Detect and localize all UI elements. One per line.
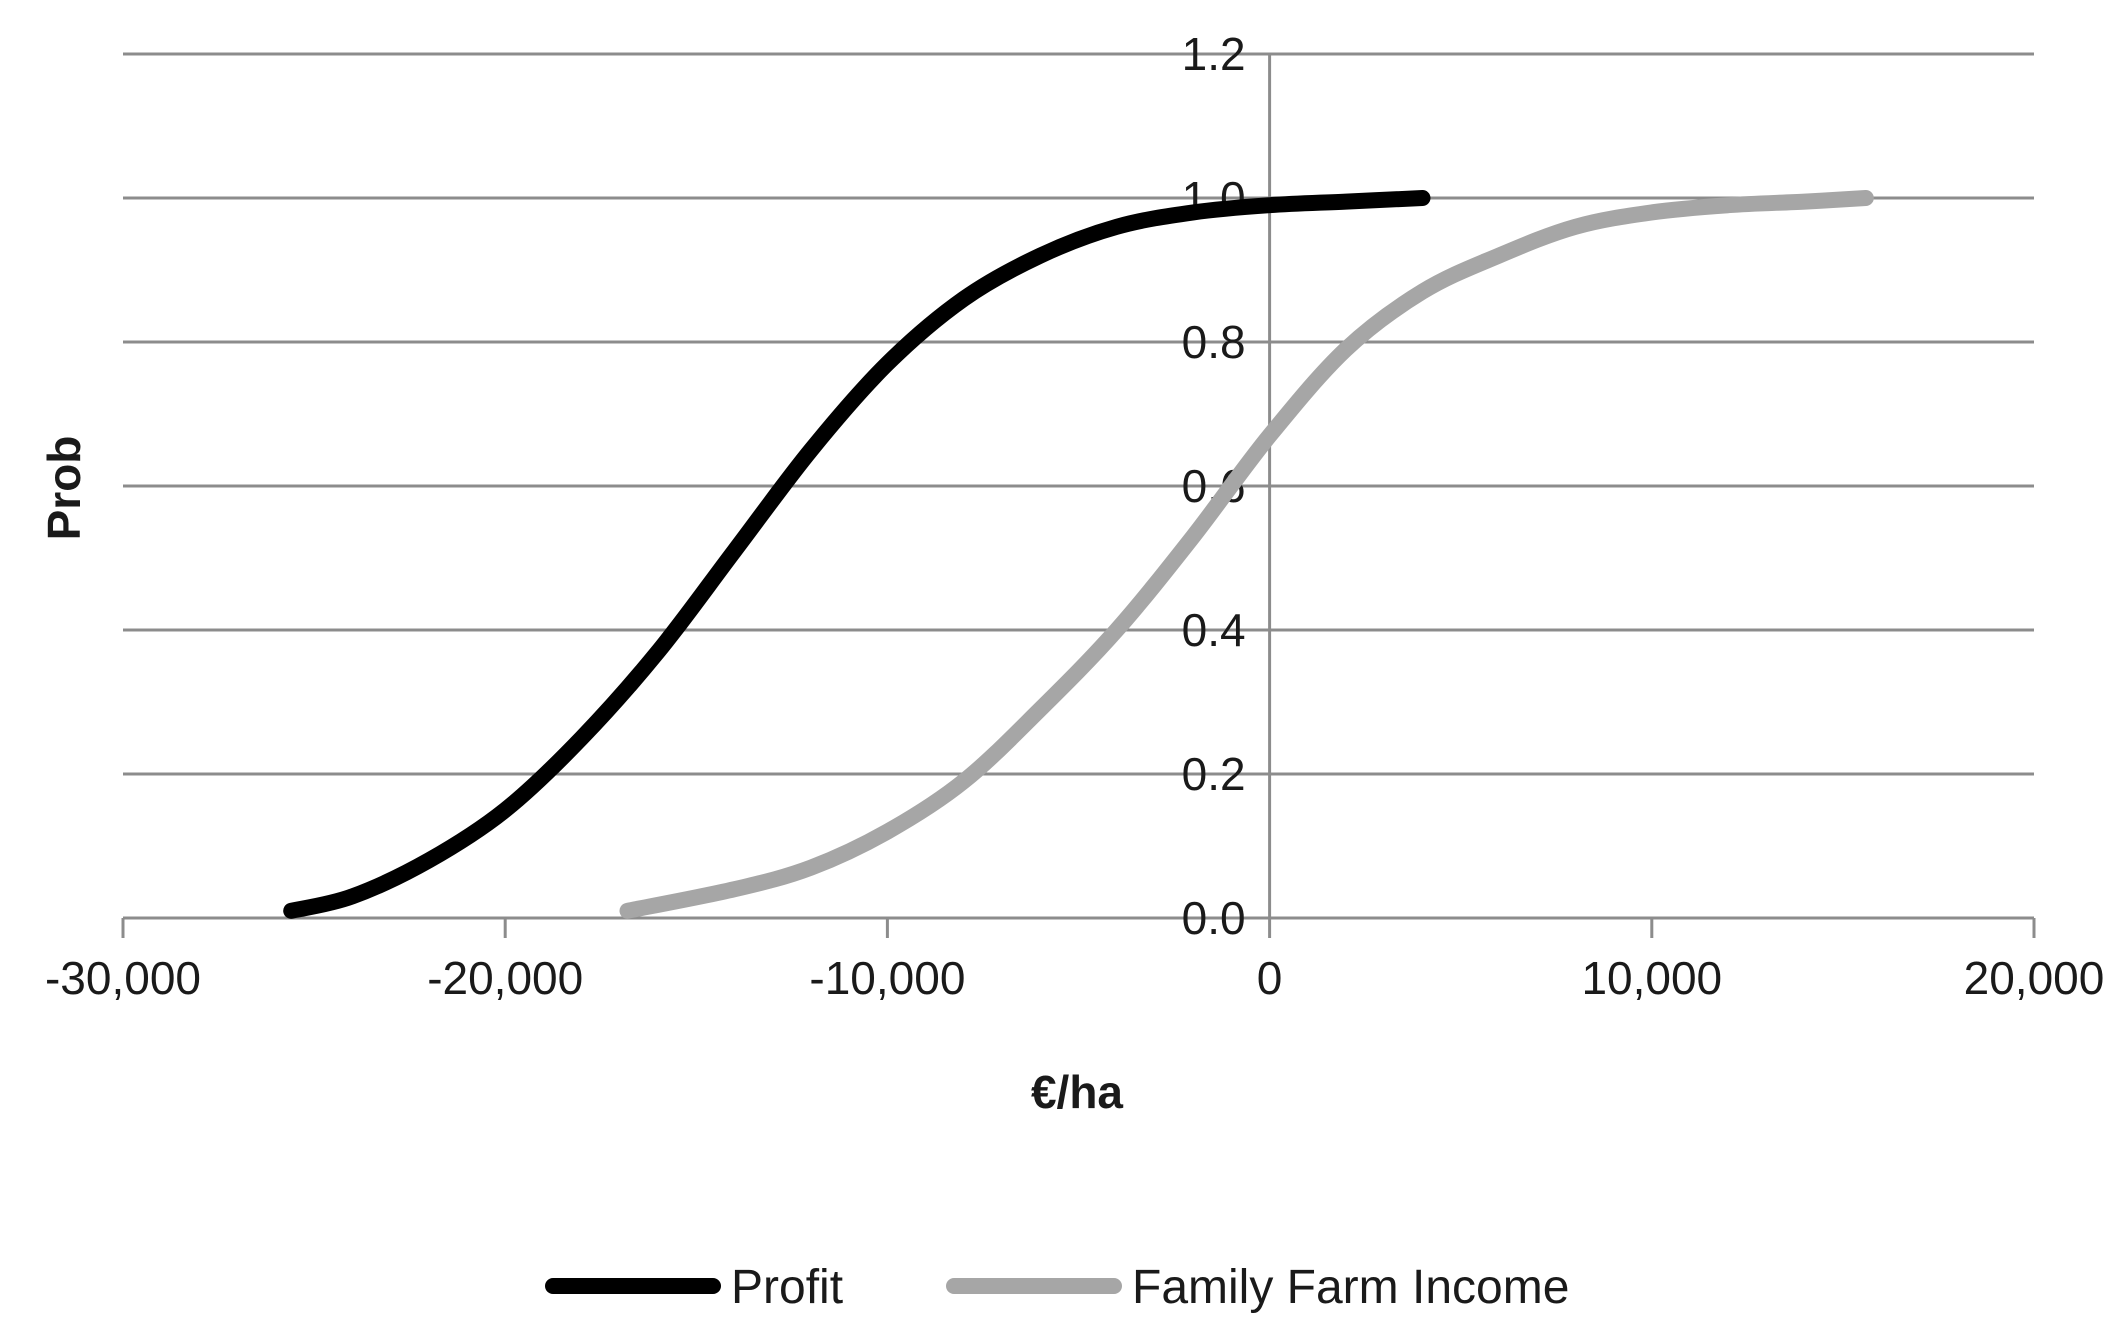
x-axis-title: €/ha <box>1031 1066 1123 1118</box>
series-lines <box>283 190 1874 919</box>
series-line-0 <box>283 190 1431 919</box>
y-tick-label-2: 0.4 <box>1182 604 1246 656</box>
x-tick-label-1: -20,000 <box>427 952 583 1004</box>
x-tick-label-5: 20,000 <box>1964 952 2105 1004</box>
legend: Profit Family Farm Income <box>545 1261 1569 1314</box>
x-tick-label-3: 0 <box>1257 952 1283 1004</box>
x-tick-label-2: -10,000 <box>809 952 965 1004</box>
x-tick-label-4: 10,000 <box>1581 952 1722 1004</box>
x-tick-labels: -30,000 -20,000 -10,000 0 10,000 20,000 <box>45 952 2104 1004</box>
axes <box>121 52 2036 938</box>
gridlines <box>123 52 2034 776</box>
y-axis-title: Prob <box>38 436 90 541</box>
x-tick-label-0: -30,000 <box>45 952 201 1004</box>
y-tick-label-6: 1.2 <box>1182 28 1246 80</box>
y-tick-label-4: 0.8 <box>1182 316 1246 368</box>
y-tick-label-1: 0.2 <box>1182 748 1246 800</box>
y-tick-label-0: 0.0 <box>1182 892 1246 944</box>
series-line-1 <box>619 190 1874 919</box>
legend-label-1: Family Farm Income <box>1132 1261 1569 1314</box>
legend-label-0: Profit <box>731 1261 843 1314</box>
